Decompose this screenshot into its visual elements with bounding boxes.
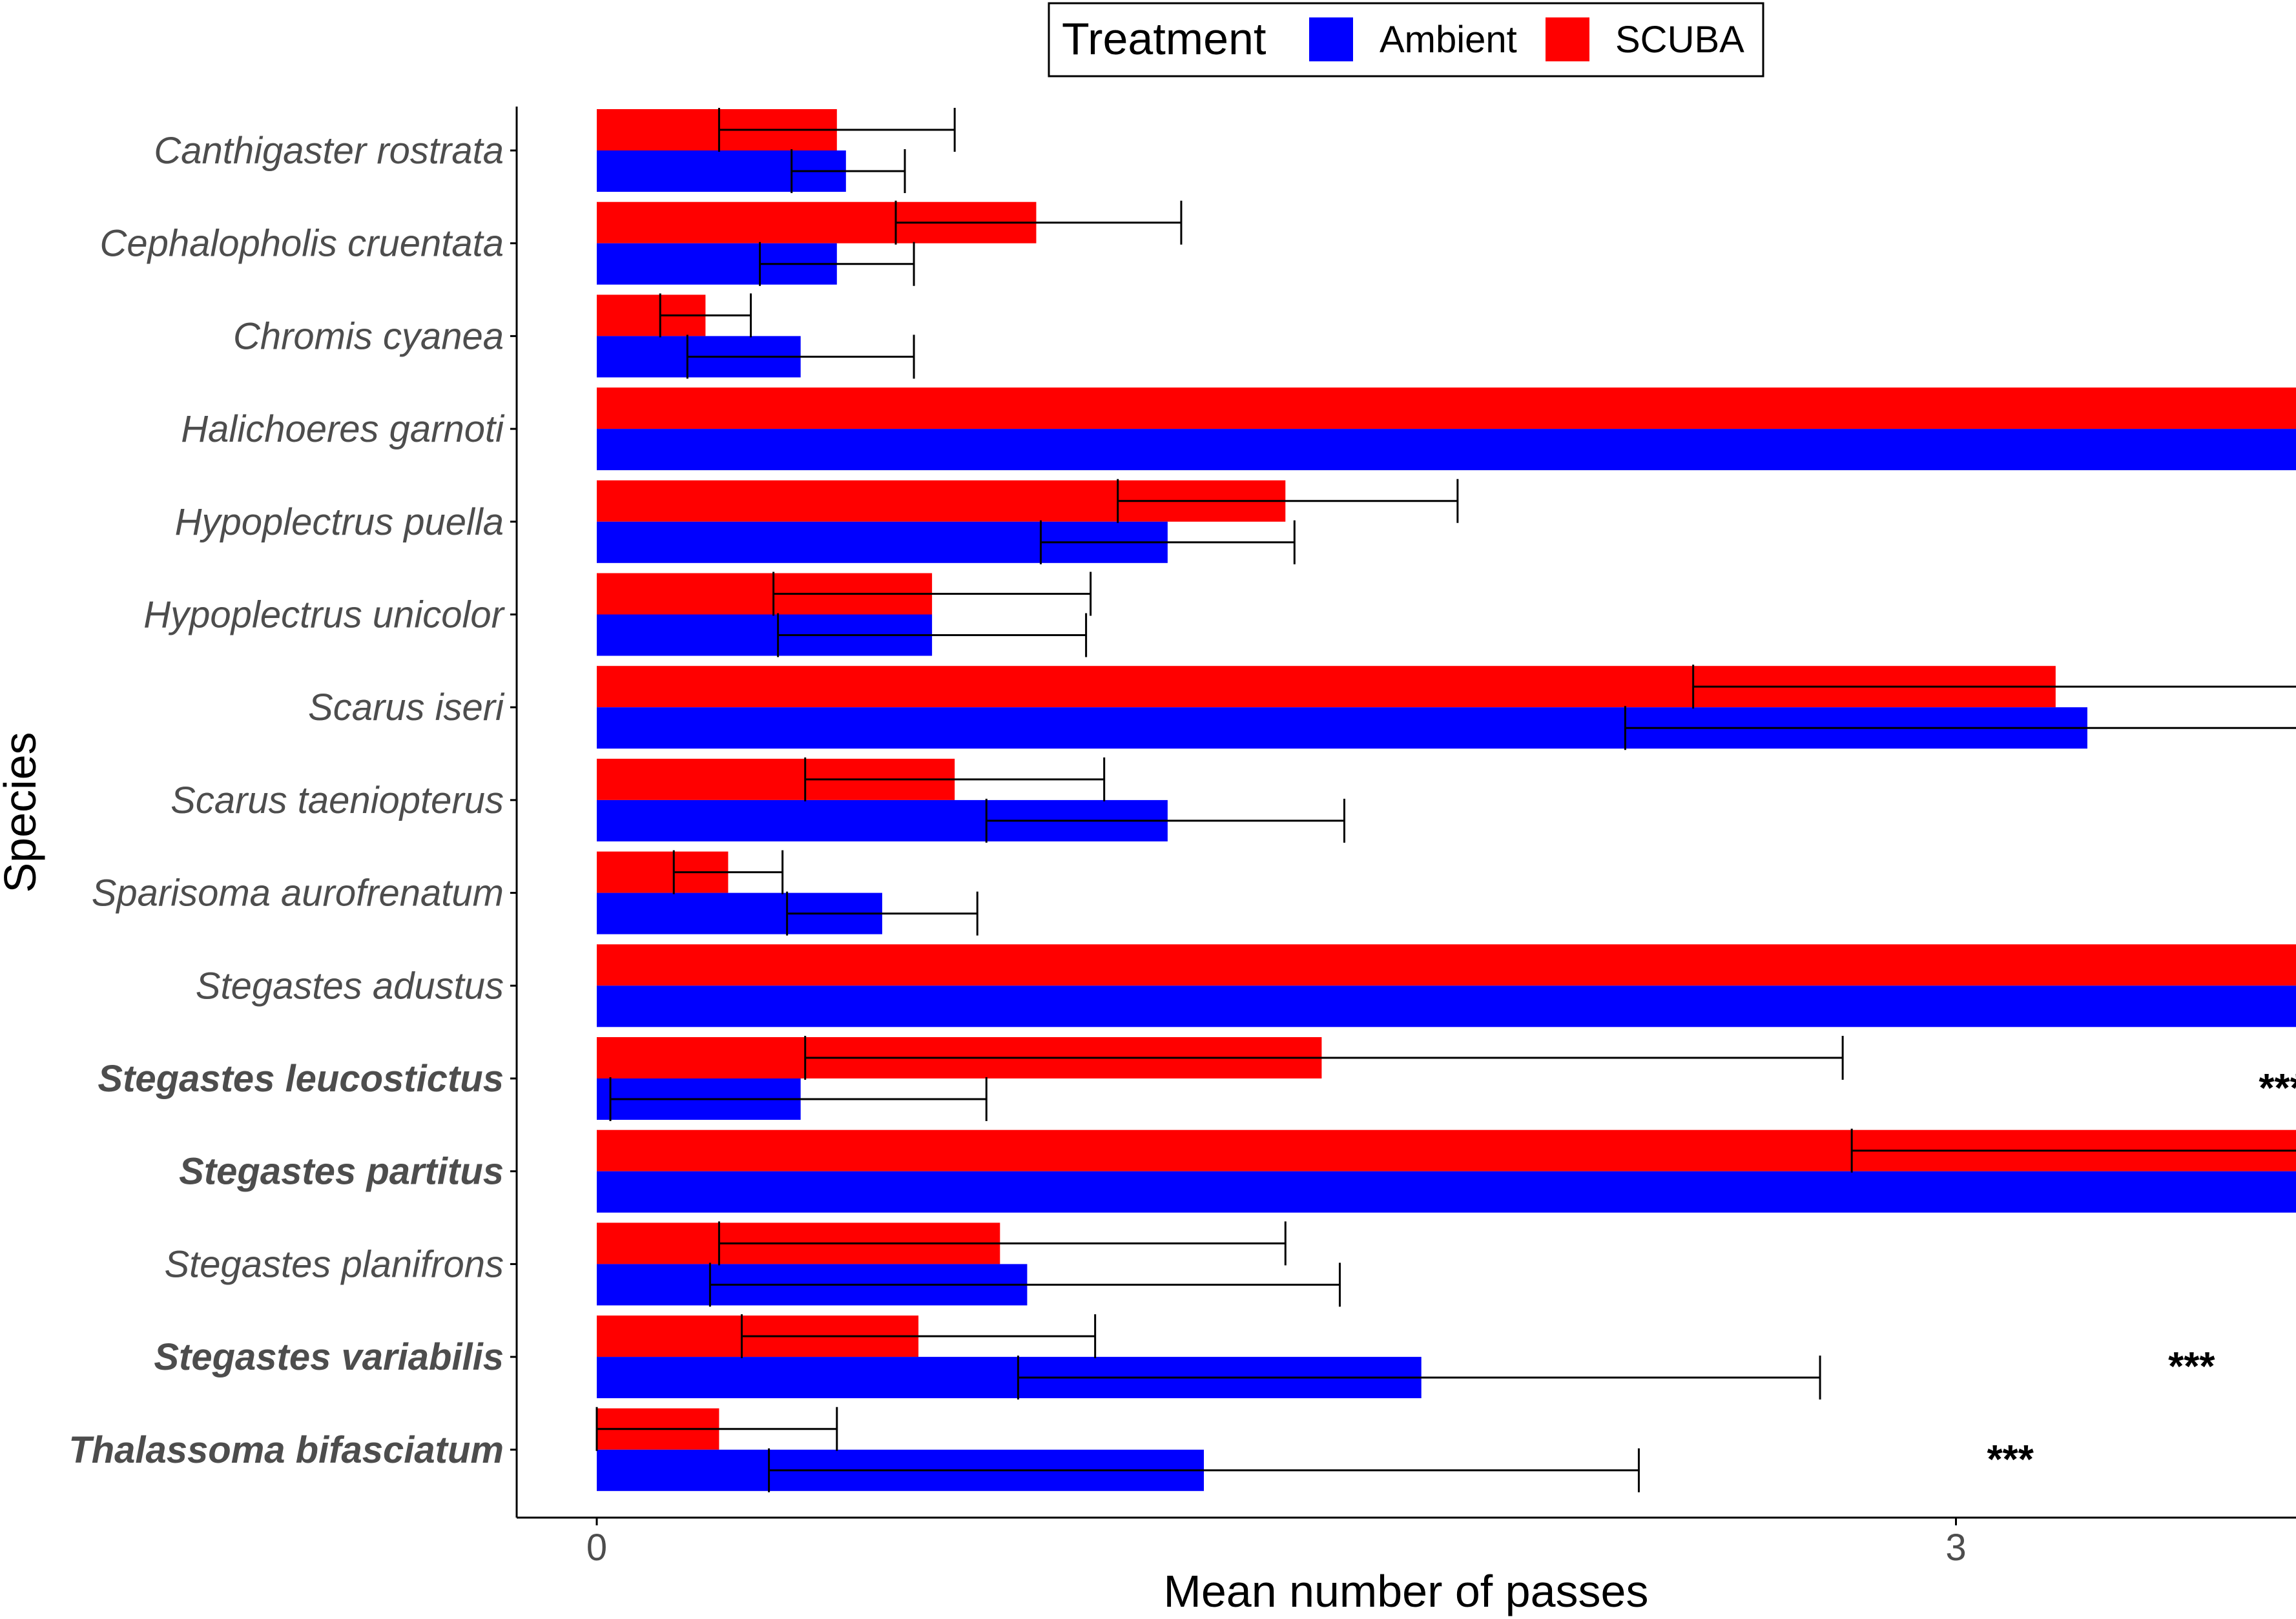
errorbar-scuba-stegastes-leucostictus	[804, 1036, 1844, 1080]
bar-ambient-stegastes-partitus	[597, 1171, 2296, 1213]
errorbar-scuba-stegastes-variabilis	[740, 1314, 1097, 1359]
legend-title: Treatment	[1062, 14, 1266, 64]
y-tick-label-scarus-taeniopterus: Scarus taeniopterus	[171, 779, 504, 821]
errorbar-scuba-scarus-iseri	[1692, 665, 2296, 709]
errorbar-scuba-thalassoma-bifasciatum	[595, 1407, 838, 1451]
y-tick-label-sparisoma-aurofrenatum: Sparisoma aurofrenatum	[92, 872, 504, 914]
y-tick-label-stegastes-adustus: Stegastes adustus	[196, 965, 504, 1007]
y-tick-label-canthigaster-rostrata: Canthigaster rostrata	[154, 130, 504, 172]
errorbar-ambient-hypoplectrus-unicolor	[777, 613, 1088, 657]
y-tick-label-hypoplectrus-puella: Hypoplectrus puella	[175, 501, 504, 543]
bars-layer	[597, 109, 2296, 1491]
significance-annotations: **********	[1987, 1066, 2296, 1482]
y-tick-label-hypoplectrus-unicolor: Hypoplectrus unicolor	[143, 594, 505, 636]
errorbar-ambient-canthigaster-rostrata	[791, 149, 906, 193]
error-bars-layer	[595, 108, 2296, 1492]
y-tick-label-stegastes-variabilis: Stegastes variabilis	[154, 1336, 504, 1378]
errorbar-ambient-stegastes-planifrons	[708, 1263, 1341, 1307]
errorbar-scuba-stegastes-partitus	[1850, 1128, 2296, 1173]
significance-mark-3: ***	[1987, 1438, 2034, 1482]
errorbar-scuba-scarus-taeniopterus	[804, 757, 1106, 801]
errorbar-scuba-chromis-cyanea	[659, 293, 752, 338]
errorbar-scuba-canthigaster-rostrata	[718, 108, 956, 152]
legend: Treatment Ambient SCUBA	[1048, 2, 1764, 77]
legend-key-scuba	[1546, 17, 1589, 61]
errorbar-scuba-sparisoma-aurofrenatum	[672, 850, 784, 894]
bar-scuba-stegastes-adustus	[597, 944, 2296, 986]
y-axis-title: Species	[0, 732, 45, 892]
legend-label-scuba: SCUBA	[1615, 19, 1744, 61]
errorbar-ambient-hypoplectrus-puella	[1039, 520, 1296, 564]
y-axis-ticks: Canthigaster rostrata Cephalopholis cruen…	[68, 130, 517, 1471]
errorbar-ambient-cephalopholis-cruentata	[759, 242, 915, 286]
x-tick-label-3: 3	[1945, 1527, 1966, 1569]
bar-ambient-halichoeres-garnoti	[597, 429, 2296, 471]
errorbar-scuba-stegastes-planifrons	[718, 1221, 1287, 1266]
errorbar-ambient-stegastes-variabilis	[1017, 1356, 1821, 1400]
errorbar-ambient-sparisoma-aurofrenatum	[786, 891, 978, 936]
bar-ambient-stegastes-adustus	[597, 985, 2296, 1027]
y-tick-label-cephalopholis-cruentata: Cephalopholis cruentata	[99, 223, 504, 265]
errorbar-scuba-hypoplectrus-puella	[1117, 479, 1459, 523]
errorbar-scuba-cephalopholis-cruentata	[895, 200, 1183, 245]
x-axis-title: Mean number of passes	[1164, 1566, 1649, 1616]
bar-scuba-halichoeres-garnoti	[597, 387, 2296, 429]
legend-key-ambient	[1309, 17, 1353, 61]
y-tick-label-stegastes-partitus: Stegastes partitus	[179, 1151, 504, 1193]
errorbar-scuba-hypoplectrus-unicolor	[772, 572, 1092, 616]
errorbar-ambient-thalassoma-bifasciatum	[768, 1448, 1640, 1492]
x-tick-label-0: 0	[586, 1527, 607, 1569]
y-tick-label-scarus-iseri: Scarus iseri	[308, 686, 505, 728]
errorbar-ambient-scarus-iseri	[1624, 706, 2296, 750]
y-tick-label-stegastes-leucostictus: Stegastes leucostictus	[98, 1058, 504, 1100]
significance-mark-0: ***	[2259, 1066, 2296, 1111]
legend-label-ambient: Ambient	[1380, 19, 1517, 61]
errorbar-ambient-chromis-cyanea	[686, 335, 915, 379]
x-axis-ticks: 0369	[586, 1518, 1967, 1569]
errorbar-ambient-scarus-taeniopterus	[985, 798, 1345, 843]
errorbar-ambient-stegastes-leucostictus	[609, 1077, 988, 1121]
y-tick-label-halichoeres-garnoti: Halichoeres garnoti	[181, 408, 505, 450]
y-tick-label-chromis-cyanea: Chromis cyanea	[233, 315, 504, 357]
significance-mark-2: ***	[2168, 1345, 2215, 1389]
y-tick-label-thalassoma-bifasciatum: Thalassoma bifasciatum	[68, 1429, 504, 1471]
legend-box	[1048, 2, 1764, 77]
y-tick-label-stegastes-planifrons: Stegastes planifrons	[164, 1243, 504, 1285]
